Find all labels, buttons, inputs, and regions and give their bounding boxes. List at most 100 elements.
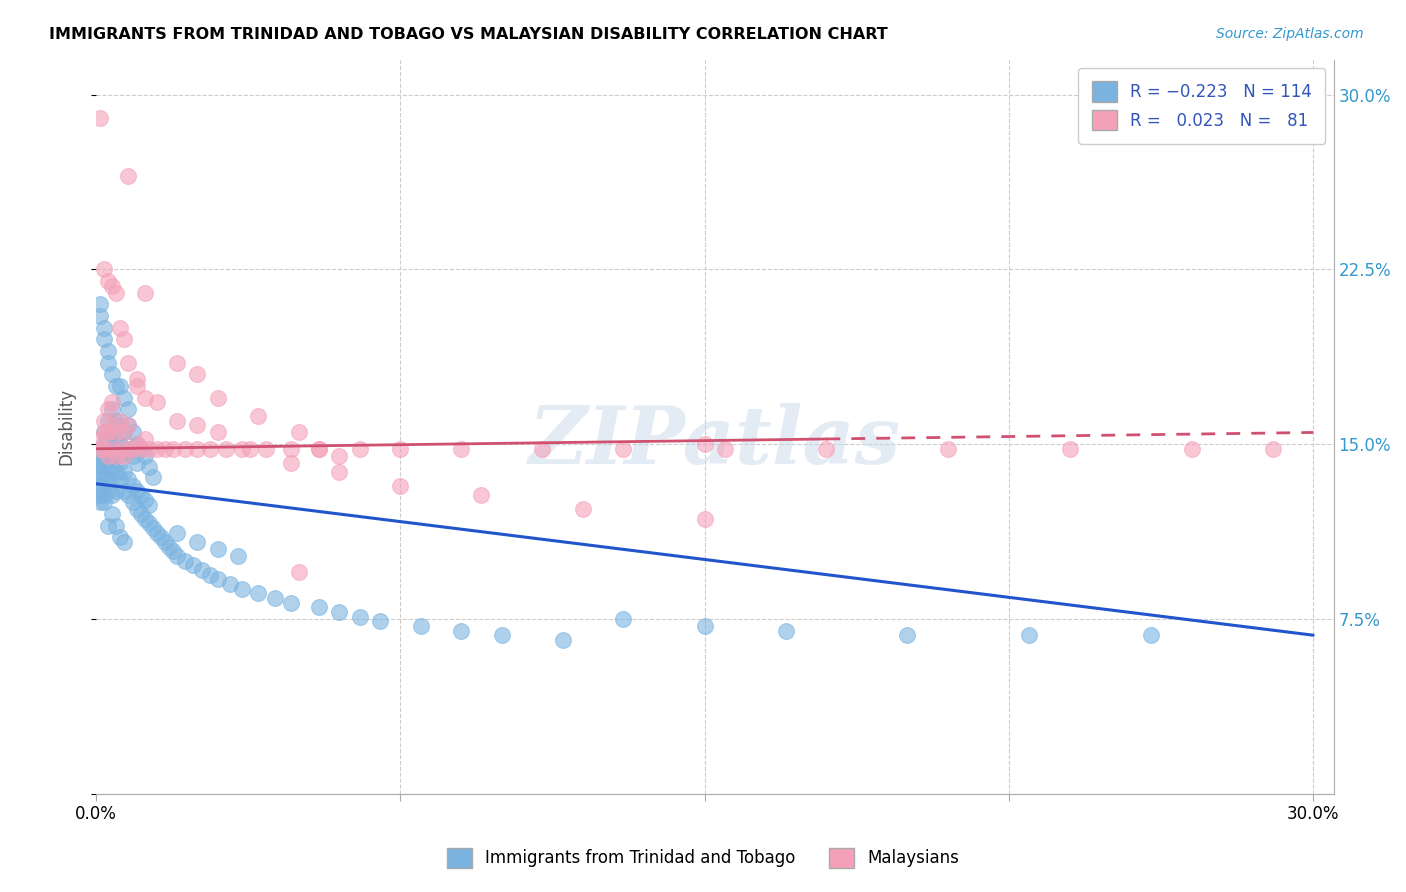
Point xyxy=(117,442,139,456)
Point xyxy=(112,483,135,498)
Point xyxy=(280,456,302,470)
Point xyxy=(219,577,242,591)
Point xyxy=(936,442,959,456)
Point xyxy=(328,605,350,619)
Point xyxy=(89,465,111,479)
Point xyxy=(1018,628,1040,642)
Legend: R = −0.223   N = 114, R =   0.023   N =   81: R = −0.223 N = 114, R = 0.023 N = 81 xyxy=(1078,68,1326,144)
Point xyxy=(226,549,249,563)
Point xyxy=(263,591,285,605)
Point xyxy=(166,549,188,563)
Point xyxy=(174,442,197,456)
Point xyxy=(215,442,238,456)
Point xyxy=(612,442,634,456)
Point xyxy=(117,488,139,502)
Point xyxy=(112,465,135,479)
Point xyxy=(89,309,111,323)
Point xyxy=(97,402,120,417)
Point xyxy=(89,111,111,125)
Point xyxy=(121,495,143,509)
Point xyxy=(93,262,115,277)
Point xyxy=(389,479,412,493)
Point xyxy=(693,511,716,525)
Point xyxy=(815,442,838,456)
Point xyxy=(117,418,139,433)
Point xyxy=(308,442,330,456)
Point xyxy=(89,433,111,447)
Point xyxy=(138,460,160,475)
Point xyxy=(125,437,148,451)
Point xyxy=(125,483,148,498)
Point xyxy=(207,572,229,586)
Point xyxy=(121,425,143,440)
Point xyxy=(93,332,115,346)
Point xyxy=(105,449,128,463)
Point xyxy=(166,355,188,369)
Point xyxy=(97,449,120,463)
Point xyxy=(117,169,139,183)
Point xyxy=(470,488,492,502)
Text: Source: ZipAtlas.com: Source: ZipAtlas.com xyxy=(1216,27,1364,41)
Point xyxy=(207,541,229,556)
Point xyxy=(328,465,350,479)
Point xyxy=(1261,442,1284,456)
Point xyxy=(368,614,391,628)
Point xyxy=(89,488,111,502)
Point xyxy=(101,507,124,521)
Point xyxy=(162,544,184,558)
Point xyxy=(121,449,143,463)
Text: ZIPatlas: ZIPatlas xyxy=(529,402,901,480)
Point xyxy=(97,460,120,475)
Point xyxy=(138,442,160,456)
Point xyxy=(409,619,432,633)
Point xyxy=(134,449,156,463)
Point xyxy=(186,442,208,456)
Point xyxy=(134,511,156,525)
Point xyxy=(101,402,124,417)
Point xyxy=(112,425,135,440)
Point xyxy=(93,460,115,475)
Point xyxy=(110,456,132,470)
Point xyxy=(142,521,165,535)
Point xyxy=(101,425,124,440)
Point xyxy=(134,391,156,405)
Point xyxy=(110,472,132,486)
Point xyxy=(112,446,135,460)
Point xyxy=(101,472,124,486)
Point xyxy=(207,425,229,440)
Point xyxy=(110,418,132,433)
Point xyxy=(572,502,595,516)
Point xyxy=(93,414,115,428)
Point xyxy=(153,442,176,456)
Point xyxy=(125,456,148,470)
Point xyxy=(186,418,208,433)
Point xyxy=(101,488,124,502)
Point xyxy=(288,425,311,440)
Point xyxy=(125,502,148,516)
Point xyxy=(101,278,124,293)
Point xyxy=(146,442,169,456)
Point xyxy=(162,442,184,456)
Point xyxy=(308,442,330,456)
Point xyxy=(97,414,120,428)
Point xyxy=(186,535,208,549)
Point xyxy=(693,619,716,633)
Point xyxy=(112,449,135,463)
Point xyxy=(110,530,132,544)
Point xyxy=(183,558,205,573)
Point xyxy=(280,596,302,610)
Point xyxy=(308,600,330,615)
Point xyxy=(612,612,634,626)
Point xyxy=(110,437,132,451)
Point xyxy=(231,442,253,456)
Point xyxy=(105,379,128,393)
Point xyxy=(146,395,169,409)
Point xyxy=(125,372,148,386)
Point xyxy=(93,425,115,440)
Point xyxy=(89,483,111,498)
Point xyxy=(531,442,554,456)
Point xyxy=(93,442,115,456)
Point xyxy=(146,525,169,540)
Point xyxy=(117,355,139,369)
Point xyxy=(138,516,160,531)
